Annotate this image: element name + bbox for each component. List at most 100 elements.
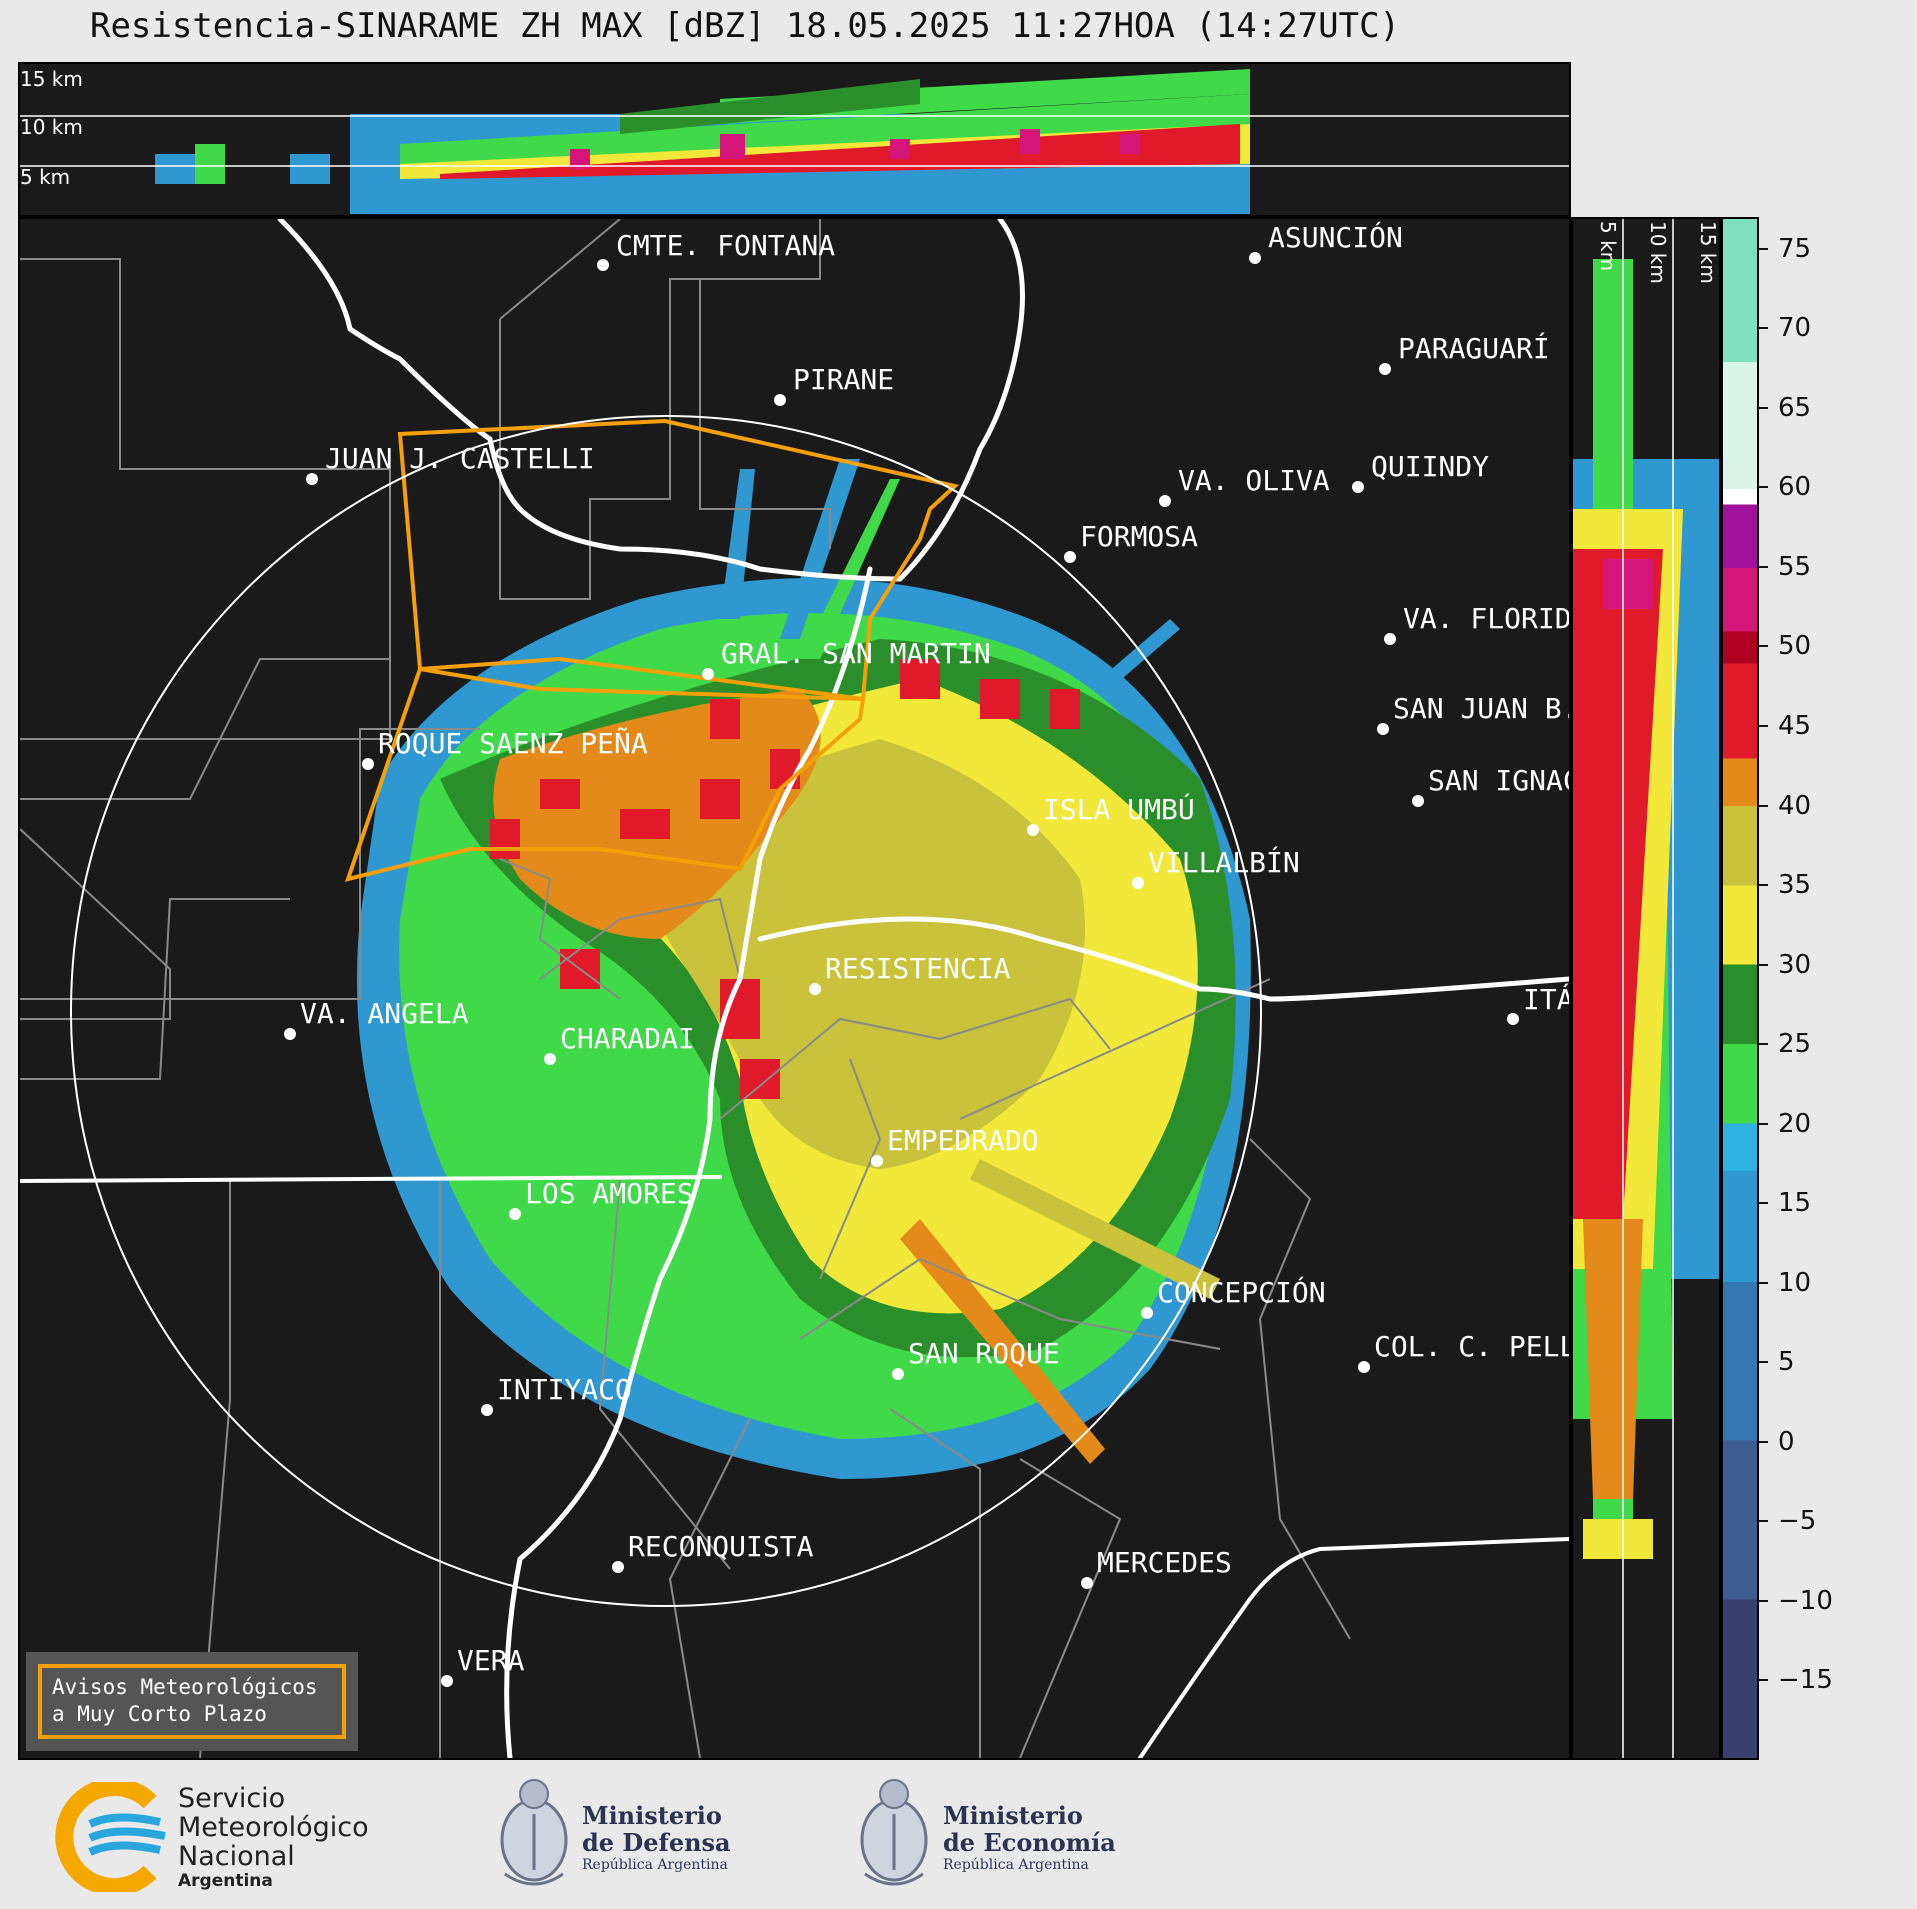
warning-polygons [344, 418, 960, 882]
colorbar-tick-label: 50 [1778, 631, 1812, 662]
warning-legend-box[interactable]: Avisos Meteorológicos a Muy Corto Plazo [26, 1652, 358, 1751]
warning-polygon-north[interactable] [397, 418, 960, 702]
city-roque-saenz-pena[interactable]: ROQUE SAENZ PEÑA [362, 726, 648, 770]
city-gral-san-martin[interactable]: GRAL. SAN MARTIN [702, 637, 991, 680]
svg-text:SAN JUAN B.: SAN JUAN B. [1393, 692, 1569, 725]
colorbar-tick-label: 0 [1778, 1426, 1795, 1457]
city-formosa[interactable]: FORMOSA [1064, 520, 1198, 563]
colorbar-tick-label: 15 [1778, 1188, 1812, 1219]
smn-logo-text: Servicio Meteorológico Nacional Argentin… [178, 1783, 369, 1891]
colorbar-tick-mark [1759, 565, 1768, 568]
city-cmte-fontana[interactable]: CMTE. FONTANA [597, 229, 835, 271]
colorbar-tick-mark [1759, 1122, 1768, 1125]
colorbar-tick-mark [1759, 1679, 1768, 1682]
city-va-florida[interactable]: VA. FLORIDA [1384, 602, 1569, 645]
radar-map[interactable]: CMTE. FONTANA ASUNCIÓN PIRANE PARAGUARÍ … [18, 217, 1571, 1760]
svg-text:VA. OLIVA: VA. OLIVA [1178, 464, 1330, 497]
argentina-coat-of-arms-icon [860, 1779, 928, 1886]
svg-text:RECONQUISTA: RECONQUISTA [628, 1530, 814, 1563]
svg-text:ISLA UMBÚ: ISLA UMBÚ [1043, 792, 1195, 826]
city-asuncion[interactable]: ASUNCIÓN [1249, 220, 1403, 264]
admin-boundaries [20, 219, 1351, 1758]
colorbar-tick-label: −15 [1778, 1665, 1833, 1696]
dbz-colorbar [1721, 217, 1759, 1760]
top-vertical-cross-section: 15 km 10 km 5 km [18, 62, 1571, 217]
svg-text:FORMOSA: FORMOSA [1080, 520, 1198, 553]
colorbar-tick-mark [1759, 486, 1768, 489]
colorbar-tick-label: −10 [1778, 1585, 1833, 1616]
city-paraguari[interactable]: PARAGUARÍ [1379, 331, 1550, 375]
colorbar-tick-label: 65 [1778, 392, 1812, 423]
economia-logo-text: Ministerio de Economía República Argenti… [943, 1801, 1116, 1873]
city-ita[interactable]: ITÁ [1507, 982, 1569, 1025]
colorbar-tick-label: 60 [1778, 472, 1812, 503]
city-villalbin[interactable]: VILLALBÍN [1132, 845, 1300, 889]
city-concepcion[interactable]: CONCEPCIÓN [1141, 1275, 1326, 1319]
svg-text:COL. C. PELLEGRINI: COL. C. PELLEGRINI [1374, 1330, 1569, 1363]
argentina-coat-of-arms-icon [500, 1779, 568, 1886]
colorbar-tick-label: 20 [1778, 1108, 1812, 1139]
colorbar-tick-label: 70 [1778, 313, 1812, 344]
top-section-echoes [155, 69, 1250, 214]
colorbar-tick-mark [1759, 1599, 1768, 1602]
city-mercedes[interactable]: MERCEDES [1081, 1546, 1232, 1589]
colorbar-tick-label: 35 [1778, 870, 1812, 901]
top-height-label: 5 km [20, 165, 70, 189]
warning-polygon-south[interactable] [344, 656, 866, 882]
city-san-juan-b[interactable]: SAN JUAN B. [1377, 692, 1569, 735]
smn-logo-icon [55, 1782, 166, 1892]
city-resistencia[interactable]: RESISTENCIA [809, 952, 1011, 995]
city-va-oliva[interactable]: VA. OLIVA [1159, 464, 1330, 507]
svg-text:PARAGUARÍ: PARAGUARÍ [1398, 331, 1550, 365]
city-pirane[interactable]: PIRANE [774, 363, 894, 406]
colorbar-tick-label: 75 [1778, 233, 1812, 264]
colorbar-tick-label: 10 [1778, 1267, 1812, 1298]
right-height-label: 10 km [1646, 221, 1670, 284]
city-isla-umbu[interactable]: ISLA UMBÚ [1027, 792, 1195, 836]
city-col-c-pellegrini[interactable]: COL. C. PELLEGRINI [1358, 1330, 1569, 1373]
city-vera[interactable]: VERA [441, 1644, 525, 1687]
colorbar-tick-mark [1759, 963, 1768, 966]
radar-range-ring [70, 415, 1262, 1607]
colorbar-tick-mark [1759, 1520, 1768, 1523]
city-reconquista[interactable]: RECONQUISTA [612, 1530, 814, 1573]
warning-legend-line2: a Muy Corto Plazo [52, 1702, 267, 1726]
city-juan-j-castelli[interactable]: JUAN J. CASTELLI [306, 442, 595, 485]
svg-text:VA. FLORIDA: VA. FLORIDA [1403, 602, 1569, 635]
svg-text:INTIYACO: INTIYACO [497, 1373, 632, 1406]
city-los-amores[interactable]: LOS AMORES [509, 1177, 694, 1220]
colorbar-tick-mark [1759, 247, 1768, 250]
svg-text:ASUNCIÓN: ASUNCIÓN [1268, 220, 1403, 254]
svg-text:LOS AMORES: LOS AMORES [525, 1177, 694, 1210]
city-san-ignacio[interactable]: SAN IGNACIO [1412, 764, 1569, 807]
colorbar-tick-mark [1759, 327, 1768, 330]
colorbar-tick-mark [1759, 1281, 1768, 1284]
colorbar-tick-label: 40 [1778, 790, 1812, 821]
right-vertical-cross-section: 5 km 10 km 15 km [1571, 217, 1721, 1760]
svg-text:CHARADAI: CHARADAI [560, 1022, 695, 1055]
defensa-logo-text: Ministerio de Defensa República Argentin… [582, 1801, 731, 1873]
city-intiyaco[interactable]: INTIYACO [481, 1373, 632, 1416]
right-section-echoes [1573, 259, 1719, 1559]
city-san-roque[interactable]: SAN ROQUE [892, 1337, 1060, 1380]
colorbar-tick-mark [1759, 1043, 1768, 1046]
svg-text:CONCEPCIÓN: CONCEPCIÓN [1157, 1275, 1326, 1309]
top-height-label: 10 km [20, 115, 83, 139]
city-quiindy[interactable]: QUIINDY [1352, 450, 1489, 493]
city-charadai[interactable]: CHARADAI [544, 1022, 695, 1065]
svg-text:MERCEDES: MERCEDES [1097, 1546, 1232, 1579]
city-empedrado[interactable]: EMPEDRADO [871, 1124, 1039, 1167]
colorbar-tick-label: 5 [1778, 1347, 1795, 1378]
colorbar-tick-mark [1759, 1361, 1768, 1364]
right-height-label: 15 km [1696, 221, 1719, 284]
colorbar-tick-label: 45 [1778, 711, 1812, 742]
colorbar-tick-mark [1759, 884, 1768, 887]
footer-logos: Servicio Meteorológico Nacional Argentin… [0, 1762, 1917, 1909]
city-va-angela[interactable]: VA. ANGELA [284, 997, 469, 1040]
svg-text:CMTE. FONTANA: CMTE. FONTANA [616, 229, 835, 262]
colorbar-tick-mark [1759, 645, 1768, 648]
top-height-label: 15 km [20, 67, 83, 91]
colorbar-tick-mark [1759, 725, 1768, 728]
svg-text:RESISTENCIA: RESISTENCIA [825, 952, 1011, 985]
colorbar-tick-mark [1759, 406, 1768, 409]
